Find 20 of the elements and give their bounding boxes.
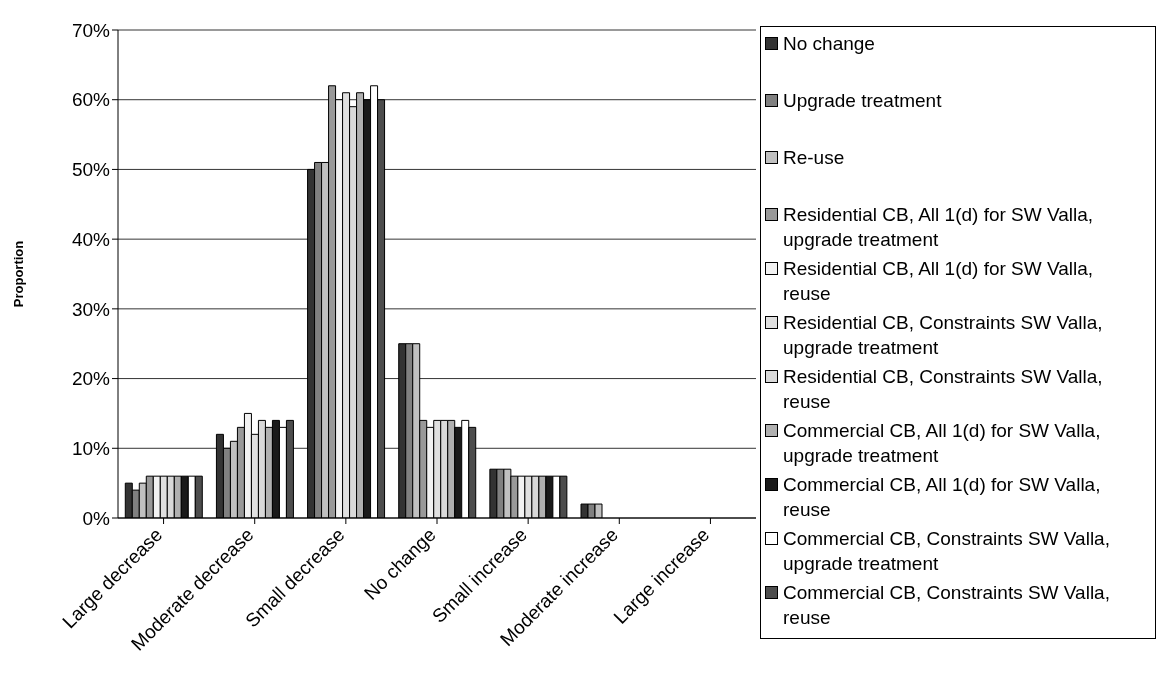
y-tick-label: 70% — [71, 19, 111, 41]
legend-label: Commercial CB, All 1(d) for SW Valla, reuse — [783, 473, 1102, 522]
legend-label: Re-use — [783, 146, 846, 170]
legend-label: Upgrade treatment — [783, 89, 943, 113]
legend-label: Residential CB, Constraints SW Valla, upgrade treatment — [783, 311, 1104, 360]
y-tick-label: 50% — [71, 159, 111, 181]
legend-label: Residential CB, All 1(d) for SW Valla, upgrade treatment — [783, 203, 1095, 252]
y-tick-label: 60% — [71, 89, 111, 111]
legend-label: Commercial CB, Constraints SW Valla, reuse — [783, 581, 1111, 630]
legend-label: Commercial CB, All 1(d) for SW Valla, upgrade treatment — [783, 419, 1102, 468]
y-tick-label: 20% — [71, 368, 111, 390]
legend-label: Residential CB, Constraints SW Valla, reuse — [783, 365, 1104, 414]
y-tick-label: 10% — [71, 438, 111, 460]
y-tick-label: 0% — [82, 507, 111, 529]
y-tick-label: 30% — [71, 298, 111, 320]
y-axis-title: Proportion — [10, 240, 26, 308]
y-tick-label: 40% — [71, 228, 111, 250]
legend-label: Residential CB, All 1(d) for SW Valla, reuse — [783, 257, 1095, 306]
legend-label: Commercial CB, Constraints SW Valla, upgrade treatment — [783, 527, 1111, 576]
legend-label: No change — [783, 32, 876, 56]
